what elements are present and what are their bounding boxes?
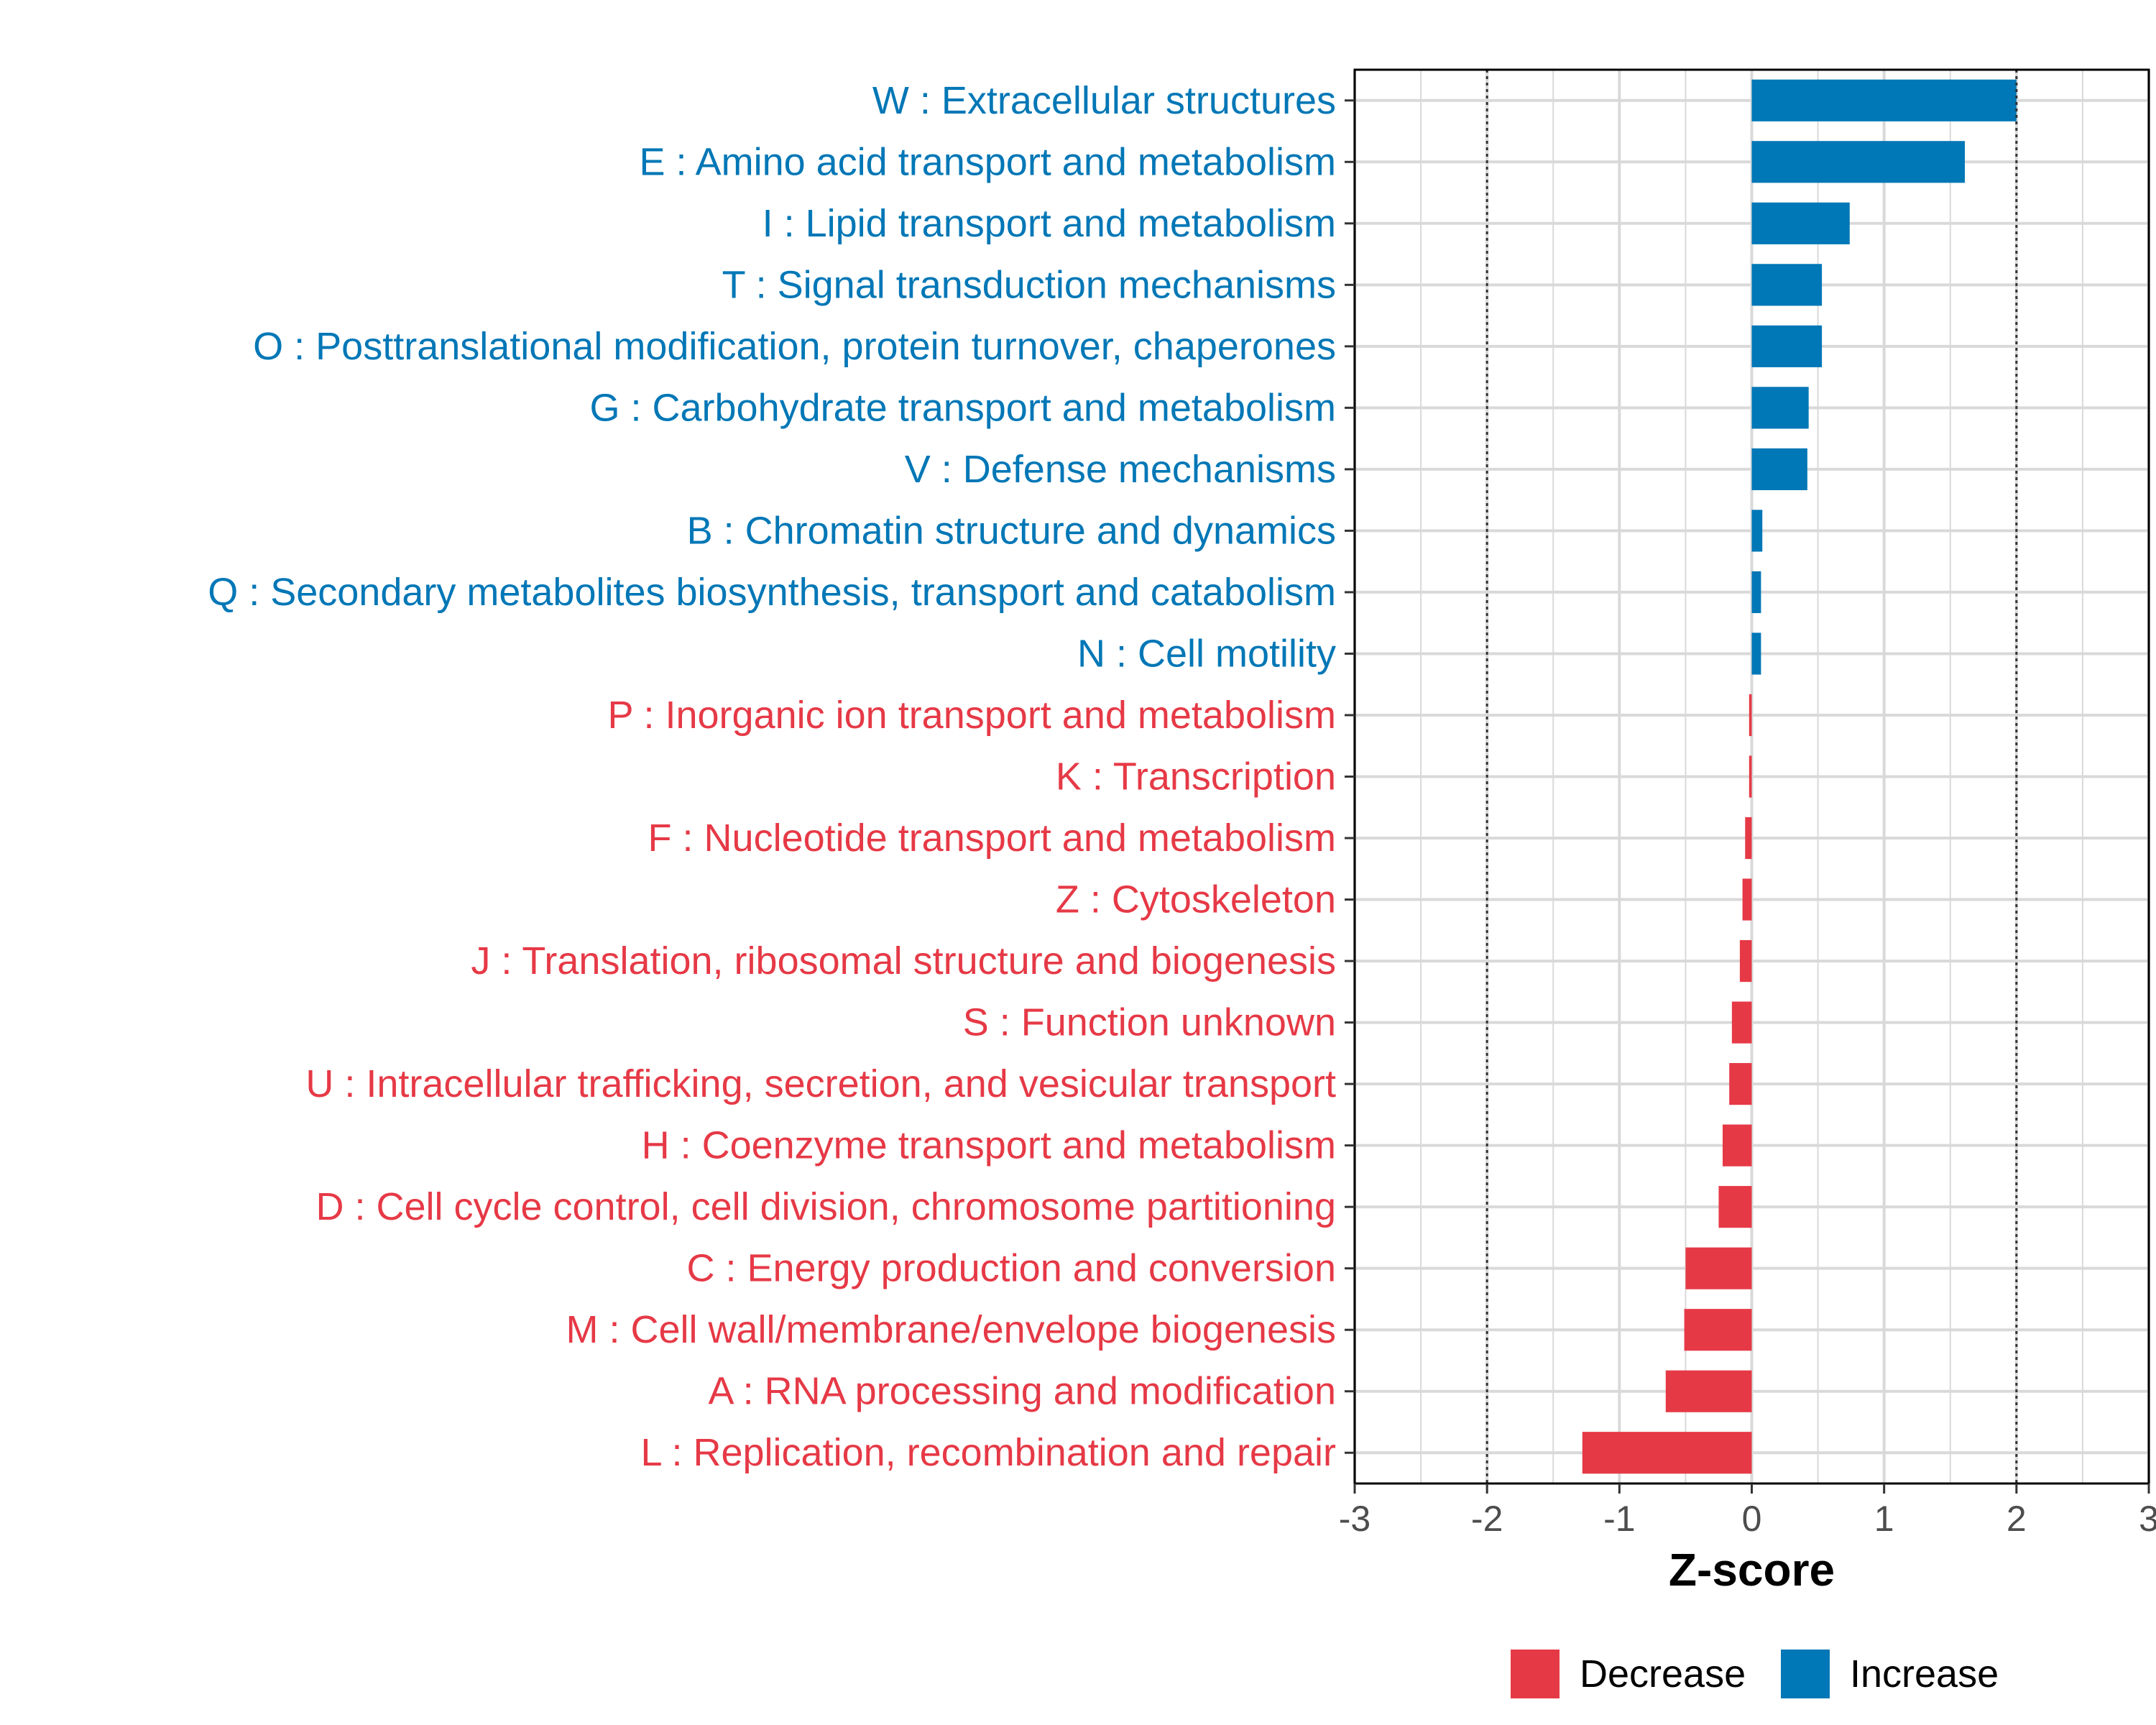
category-label: K : Transcription	[1056, 755, 1336, 799]
bar	[1751, 448, 1807, 490]
category-label: M : Cell wall/membrane/envelope biogenes…	[566, 1308, 1336, 1351]
threshold-lines	[1485, 70, 2018, 1484]
legend: Decrease Increase	[1511, 1650, 1999, 1698]
bar	[1751, 141, 1966, 183]
legend-swatch	[1511, 1650, 1560, 1698]
category-label: G : Carbohydrate transport and metabolis…	[590, 386, 1337, 429]
category-label: B : Chromatin structure and dynamics	[687, 509, 1336, 552]
x-axis-title: Z-score	[1669, 1544, 1835, 1596]
bar	[1751, 632, 1761, 675]
x-tick-label: -1	[1603, 1499, 1635, 1539]
bar	[1751, 387, 1809, 429]
bar	[1751, 325, 1823, 367]
x-tick-label: 3	[2139, 1499, 2156, 1539]
bar	[1742, 878, 1752, 921]
bar	[1718, 1186, 1752, 1228]
category-label: A : RNA processing and modification	[709, 1370, 1336, 1413]
bar	[1684, 1309, 1752, 1351]
category-labels: W : Extracellular structures E : Amino ac…	[208, 79, 1336, 1474]
category-label: I : Lipid transport and metabolism	[763, 202, 1336, 245]
bar	[1739, 939, 1752, 983]
category-label: E : Amino acid transport and metabolism	[640, 140, 1336, 183]
bar	[1751, 202, 1850, 244]
legend-swatch	[1781, 1650, 1830, 1698]
bar	[1731, 1001, 1752, 1044]
bar	[1751, 264, 1823, 306]
bar	[1751, 571, 1761, 614]
y-axis-ticks	[1345, 99, 1355, 1454]
x-tick-label: 0	[1742, 1499, 1762, 1539]
bar	[1751, 79, 2017, 121]
x-axis-ticks: -3 -2 -1 0 1 2 3	[1339, 1484, 2156, 1539]
x-tick-label: -2	[1471, 1499, 1503, 1539]
category-label: O : Posttranslational modification, prot…	[253, 325, 1336, 368]
category-label: C : Energy production and conversion	[686, 1247, 1336, 1290]
bar	[1751, 510, 1763, 552]
bar	[1749, 755, 1752, 798]
bar	[1685, 1247, 1752, 1289]
bar	[1749, 694, 1752, 737]
category-label: L : Replication, recombination and repai…	[640, 1431, 1336, 1474]
x-tick-label: 1	[1874, 1499, 1894, 1539]
category-label: Z : Cytoskeleton	[1056, 878, 1336, 921]
category-label: N : Cell motility	[1077, 632, 1336, 675]
legend-label: Increase	[1850, 1652, 1999, 1696]
category-label: V : Defense mechanisms	[905, 448, 1336, 491]
legend-label: Decrease	[1580, 1652, 1746, 1696]
x-tick-label: -3	[1339, 1499, 1370, 1539]
category-label: S : Function unknown	[963, 1001, 1336, 1044]
category-label: W : Extracellular structures	[872, 79, 1336, 122]
category-label: D : Cell cycle control, cell division, c…	[315, 1185, 1336, 1228]
bar-layer	[1582, 79, 2017, 1474]
category-label: T : Signal transduction mechanisms	[722, 263, 1336, 306]
bar	[1729, 1063, 1752, 1105]
category-label: Q : Secondary metabolites biosynthesis, …	[208, 571, 1336, 614]
x-tick-label: 2	[2007, 1499, 2027, 1539]
bar	[1582, 1432, 1752, 1474]
category-label: F : Nucleotide transport and metabolism	[648, 816, 1336, 860]
bar	[1722, 1124, 1752, 1167]
category-label: U : Intracellular trafficking, secretion…	[305, 1062, 1336, 1105]
bar	[1745, 816, 1752, 860]
category-label: H : Coenzyme transport and metabolism	[642, 1124, 1336, 1167]
category-label: P : Inorganic ion transport and metaboli…	[607, 694, 1336, 737]
category-label: J : Translation, ribosomal structure and…	[471, 939, 1336, 983]
bar	[1665, 1370, 1752, 1412]
